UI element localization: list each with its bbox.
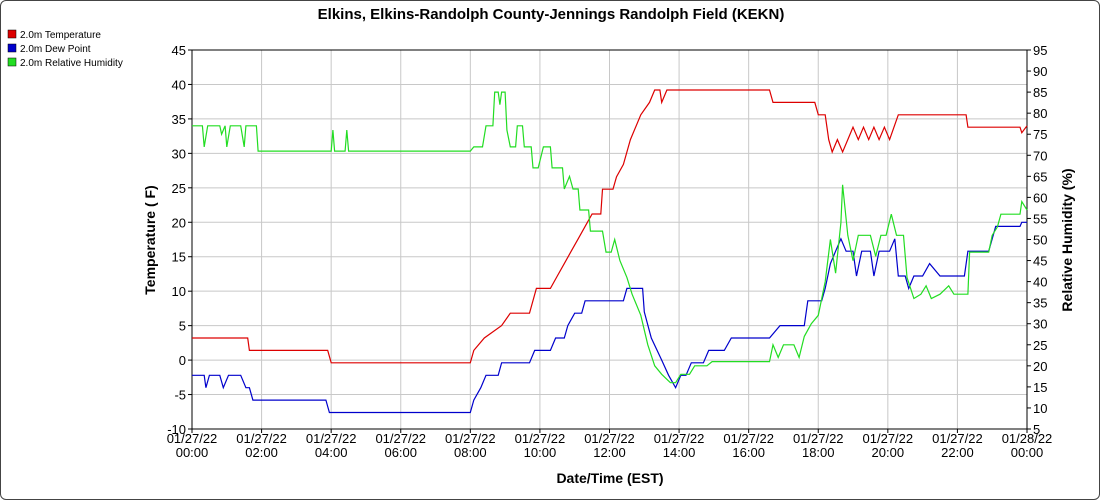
x-axis-label: Date/Time (EST) bbox=[556, 470, 663, 486]
y-axis-ticks: -10 -5 0 5 10 15 20 25 30 35 40 45 bbox=[167, 43, 192, 437]
x-tick-time-5: 10:00 bbox=[524, 445, 557, 460]
x-tick-date-1: 01/27/22 bbox=[236, 431, 287, 446]
legend-label-2-0m-temperature: 2.0m Temperature bbox=[20, 30, 101, 41]
y2-tick-label-18: 95 bbox=[1033, 43, 1047, 58]
legend-swatch-2-0m-relative-humidity bbox=[7, 57, 17, 67]
x-tick-time-10: 20:00 bbox=[872, 445, 905, 460]
y-tick-label-3: 5 bbox=[179, 319, 186, 334]
x-tick-date-5: 01/27/22 bbox=[515, 431, 566, 446]
y2-tick-label-7: 40 bbox=[1033, 275, 1047, 290]
x-tick-time-0: 00:00 bbox=[176, 445, 209, 460]
x-tick-date-6: 01/27/22 bbox=[584, 431, 635, 446]
y2-tick-label-8: 45 bbox=[1033, 254, 1047, 269]
x-tick-date-4: 01/27/22 bbox=[445, 431, 496, 446]
y2-tick-label-17: 90 bbox=[1033, 64, 1047, 79]
y2-tick-label-16: 85 bbox=[1033, 85, 1047, 100]
y2-tick-label-5: 30 bbox=[1033, 317, 1047, 332]
x-tick-time-1: 02:00 bbox=[245, 445, 278, 460]
y2-tick-label-15: 80 bbox=[1033, 106, 1047, 121]
y-tick-label-5: 15 bbox=[172, 250, 186, 265]
y2-axis-ticks: 5 10 15 20 25 30 35 40 45 50 55 60 65 70 75 80 85 90 95 bbox=[1027, 43, 1047, 437]
y2-tick-label-9: 50 bbox=[1033, 233, 1047, 248]
x-axis-ticks: 01/27/2200:0001/27/2202:0001/27/2204:000… bbox=[167, 429, 1053, 460]
y-tick-label-10: 40 bbox=[172, 77, 186, 92]
y-tick-label-1: -5 bbox=[174, 388, 186, 403]
y-tick-label-9: 35 bbox=[172, 112, 186, 127]
y-tick-label-0: -10 bbox=[167, 422, 186, 437]
y2-tick-label-11: 60 bbox=[1033, 190, 1047, 205]
x-tick-time-4: 08:00 bbox=[454, 445, 487, 460]
y2-axis-label: Relative Humidity (%) bbox=[1059, 168, 1075, 311]
legend-swatch-2-0m-temperature bbox=[7, 29, 17, 39]
legend: 2.0m Temperature 2.0m Dew Point 2.0m Relat… bbox=[7, 29, 123, 69]
y-tick-label-6: 20 bbox=[172, 215, 186, 230]
x-tick-time-6: 12:00 bbox=[593, 445, 626, 460]
y-tick-label-4: 10 bbox=[172, 284, 186, 299]
x-tick-time-8: 16:00 bbox=[732, 445, 765, 460]
x-tick-time-7: 14:00 bbox=[663, 445, 696, 460]
legend-swatch-2-0m-dew-point bbox=[7, 43, 17, 53]
y2-tick-label-0: 5 bbox=[1033, 422, 1040, 437]
series-line-2-0m-temperature bbox=[192, 89, 1028, 364]
y-tick-label-8: 30 bbox=[172, 146, 186, 161]
x-tick-date-0: 01/27/22 bbox=[167, 431, 218, 446]
y2-tick-label-10: 55 bbox=[1033, 211, 1047, 226]
series-line-2-0m-dew-point bbox=[192, 221, 1027, 414]
grid-lines bbox=[191, 49, 1028, 430]
x-tick-time-3: 06:00 bbox=[384, 445, 417, 460]
legend-label-2-0m-relative-humidity: 2.0m Relative Humidity bbox=[20, 58, 123, 69]
y-tick-label-7: 25 bbox=[172, 181, 186, 196]
x-tick-time-2: 04:00 bbox=[315, 445, 348, 460]
x-tick-date-11: 01/27/22 bbox=[932, 431, 983, 446]
y2-tick-label-6: 35 bbox=[1033, 296, 1047, 311]
x-tick-date-12: 01/28/22 bbox=[1002, 431, 1053, 446]
y-tick-label-11: 45 bbox=[172, 43, 186, 58]
y2-tick-label-1: 10 bbox=[1033, 401, 1047, 416]
y2-tick-label-13: 70 bbox=[1033, 148, 1047, 163]
x-tick-date-3: 01/27/22 bbox=[375, 431, 426, 446]
y2-tick-label-3: 20 bbox=[1033, 359, 1047, 374]
x-tick-date-9: 01/27/22 bbox=[793, 431, 844, 446]
legend-label-2-0m-dew-point: 2.0m Dew Point bbox=[20, 44, 91, 55]
y2-tick-label-4: 25 bbox=[1033, 338, 1047, 353]
x-tick-time-9: 18:00 bbox=[802, 445, 835, 460]
x-tick-date-2: 01/27/22 bbox=[306, 431, 357, 446]
x-tick-time-11: 22:00 bbox=[941, 445, 974, 460]
y2-tick-label-12: 65 bbox=[1033, 169, 1047, 184]
x-tick-date-8: 01/27/22 bbox=[723, 431, 774, 446]
x-tick-date-7: 01/27/22 bbox=[654, 431, 705, 446]
x-tick-date-10: 01/27/22 bbox=[863, 431, 914, 446]
y-axis-label: Temperature ( F) bbox=[142, 185, 158, 294]
series-lines bbox=[192, 89, 1028, 414]
y2-tick-label-14: 75 bbox=[1033, 127, 1047, 142]
series-line-2-0m-relative-humidity bbox=[192, 91, 1028, 384]
y-tick-label-2: 0 bbox=[179, 353, 186, 368]
y2-tick-label-2: 15 bbox=[1033, 380, 1047, 395]
chart-title: Elkins, Elkins-Randolph County-Jennings … bbox=[318, 6, 785, 23]
x-tick-time-12: 00:00 bbox=[1011, 445, 1044, 460]
